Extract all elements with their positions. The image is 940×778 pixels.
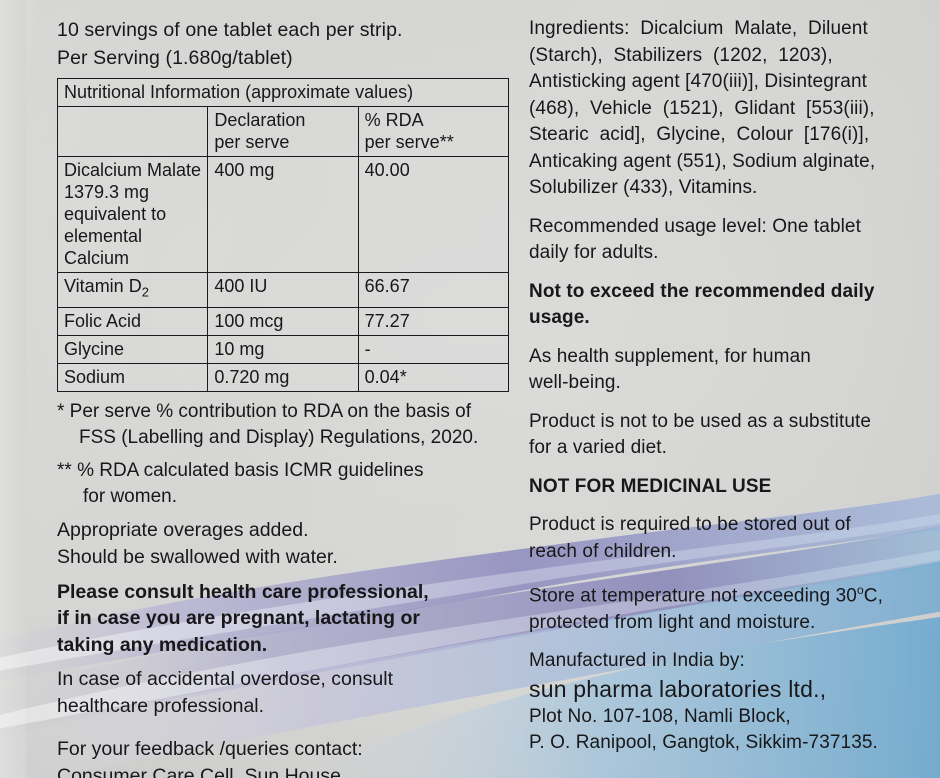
manufacturer-address-line2: P. O. Ranipool, Gangtok, Sikkim-737135.: [529, 732, 878, 754]
ingredients-line5: Stearic acid], Glycine, Colour [176(i)],: [529, 124, 870, 145]
footnote1-line1: * Per serve % contribution to RDA on the…: [57, 400, 471, 422]
row1-name-line1: Vitamin D: [64, 276, 142, 296]
servings-line: 10 servings of one tablet each per strip…: [57, 19, 403, 41]
header-declaration-line2: per serve: [214, 132, 290, 152]
footnote1-line2: FSS (Labelling and Display) Regulations,…: [79, 426, 479, 448]
contact-line2: Consumer Care Cell, Sun House,: [57, 764, 347, 778]
registered-trade-mark-note: ® Registered Trade Mark: [529, 773, 924, 778]
manufacturer-block: Manufactured in India by: sun pharma lab…: [529, 648, 924, 757]
table-row: Vitamin D2 400 IU 66.67: [56, 272, 510, 308]
ingredients-line4: (468), Vehicle (1521), Glidant [553(iii)…: [529, 97, 875, 119]
header-rda-line2: per serve**: [364, 132, 454, 152]
substitute-block: Product is not to be used as a substitut…: [529, 409, 924, 462]
row2-rda: 77.27: [357, 306, 510, 336]
row1-declaration: 400 IU: [207, 272, 359, 308]
row0-name-line2: equivalent to elemental Calcium: [64, 204, 167, 268]
storage-temp-line2: protected from light and moisture.: [529, 611, 816, 633]
overdose-text: In case of accidental overdose, consult …: [57, 666, 519, 719]
overages-text: Appropriate overages added.: [57, 518, 309, 541]
not-exceed-line1: Not to exceed the recommended daily: [529, 280, 875, 302]
storage-children-line1: Product is required to be stored out of: [529, 514, 851, 535]
degree-symbol: o: [856, 583, 864, 597]
nutritional-information-table: Nutritional Information (approximate val…: [56, 78, 510, 392]
header-declaration-line1: Declaration: [214, 110, 306, 130]
left-column: 10 servings of one tablet each per strip…: [56, 0, 519, 778]
substitute-line1: Product is not to be used as a substitut…: [529, 410, 872, 432]
footnote2-line2: for women.: [83, 485, 177, 507]
registered-trademark-icon: ®: [529, 775, 544, 778]
usage-block: Recommended usage level: One tablet dail…: [529, 214, 924, 267]
not-exceed-warning: Not to exceed the recommended daily usag…: [529, 279, 924, 332]
contact-block: For your feedback /queries contact: Cons…: [57, 736, 519, 778]
table-row: Glycine 10 mg -: [56, 334, 510, 364]
ingredients-block: Ingredients: Dicalcium Malate, Diluent (…: [529, 0, 924, 202]
ingredients-line6: Anticaking agent (551), Sodium alginate,: [529, 150, 876, 172]
row0-rda: 40.00: [357, 156, 510, 273]
overdose-line2: healthcare professional.: [57, 694, 265, 717]
usage-line1: Recommended usage level: One tablet: [529, 215, 861, 237]
row1-name-subscript: 2: [141, 284, 149, 300]
serving-header: 10 servings of one tablet each per strip…: [57, 0, 519, 72]
footnote-double-asterisk: ** % RDA calculated basis ICMR guideline…: [57, 458, 519, 510]
table-title-row: Nutritional Information (approximate val…: [57, 78, 509, 107]
consult-line1: Please consult health care professional,: [57, 580, 429, 603]
overdose-line1: In case of accidental overdose, consult: [57, 668, 394, 691]
row2-declaration: 100 mcg: [207, 306, 359, 336]
row3-rda: -: [357, 334, 510, 364]
consult-line2: if in case you are pregnant, lactating o…: [57, 607, 421, 630]
footnote-single-asterisk: * Per serve % contribution to RDA on the…: [57, 399, 519, 451]
ingredients-line3: Antisticking agent [470(iii)], Disintegr…: [529, 71, 868, 92]
row1-rda: 66.67: [357, 272, 510, 308]
row-name-sodium: Sodium: [56, 362, 209, 392]
row3-declaration: 10 mg: [207, 334, 359, 364]
health-supplement-block: As health supplement, for human well-bei…: [529, 344, 924, 397]
manufacturer-name: sun pharma laboratories ltd.,: [529, 675, 827, 702]
storage-temp-unit: C,: [863, 585, 883, 607]
row4-declaration: 0.720 mg: [207, 362, 359, 392]
health-line2: well-being.: [529, 372, 621, 393]
storage-temp-line1: Store at temperature not exceeding 30oC,: [529, 577, 924, 610]
header-cell-rda: % RDA per serve**: [357, 106, 510, 157]
contact-line1: For your feedback /queries contact:: [57, 738, 363, 761]
header-cell-declaration: Declaration per serve: [207, 106, 359, 157]
storage-temp-text: Store at temperature not exceeding 30: [529, 585, 857, 607]
consult-line3: taking any medication.: [57, 633, 268, 656]
storage-children-line2: reach of children.: [529, 540, 677, 562]
table-row: Folic Acid 100 mcg 77.27: [56, 306, 510, 336]
row-name-vitamin-d2: Vitamin D2: [56, 272, 209, 308]
not-for-medicinal-use: NOT FOR MEDICINAL USE: [529, 475, 772, 497]
header-rda-line1: % RDA: [364, 110, 424, 130]
row4-rda: 0.04*: [357, 362, 510, 392]
substitute-line2: for a varied diet.: [529, 437, 668, 458]
manufactured-by-label: Manufactured in India by:: [529, 650, 745, 672]
table-title: Nutritional Information (approximate val…: [57, 78, 509, 107]
not-exceed-line2: usage.: [529, 307, 590, 328]
ingredients-line1: Ingredients: Dicalcium Malate, Diluent: [529, 18, 868, 39]
storage-temperature-block: Store at temperature not exceeding 30oC,…: [529, 577, 924, 636]
table-header-row: Declaration per serve % RDA per serve**: [56, 106, 510, 157]
storage-children-block: Product is required to be stored out of …: [529, 512, 924, 565]
usage-line2: daily for adults.: [529, 242, 659, 263]
table-row: Dicalcium Malate 1379.3 mg equivalent to…: [56, 156, 510, 273]
table-row: Sodium 0.720 mg 0.04*: [56, 362, 510, 392]
row-name-dicalcium-malate: Dicalcium Malate 1379.3 mg equivalent to…: [56, 156, 209, 273]
header-cell-blank: [56, 106, 209, 157]
manufacturer-address-line1: Plot No. 107-108, Namli Block,: [529, 705, 791, 727]
ingredients-line7: Solubilizer (433), Vitamins.: [529, 177, 758, 198]
ingredients-line2: (Starch), Stabilizers (1202, 1203),: [529, 44, 833, 66]
per-serving-line: Per Serving (1.680g/tablet): [57, 47, 293, 69]
swallow-text: Should be swallowed with water.: [57, 546, 338, 569]
row0-name-line1: Dicalcium Malate 1379.3 mg: [64, 160, 202, 202]
row-name-glycine: Glycine: [56, 334, 209, 364]
row0-declaration: 400 mg: [207, 156, 359, 273]
consult-warning: Please consult health care professional,…: [57, 579, 519, 659]
right-column: Ingredients: Dicalcium Malate, Diluent (…: [529, 0, 924, 778]
row-name-folic-acid: Folic Acid: [56, 306, 209, 336]
footnote2-line1: ** % RDA calculated basis ICMR guideline…: [57, 459, 424, 481]
health-line1: As health supplement, for human: [529, 345, 811, 367]
